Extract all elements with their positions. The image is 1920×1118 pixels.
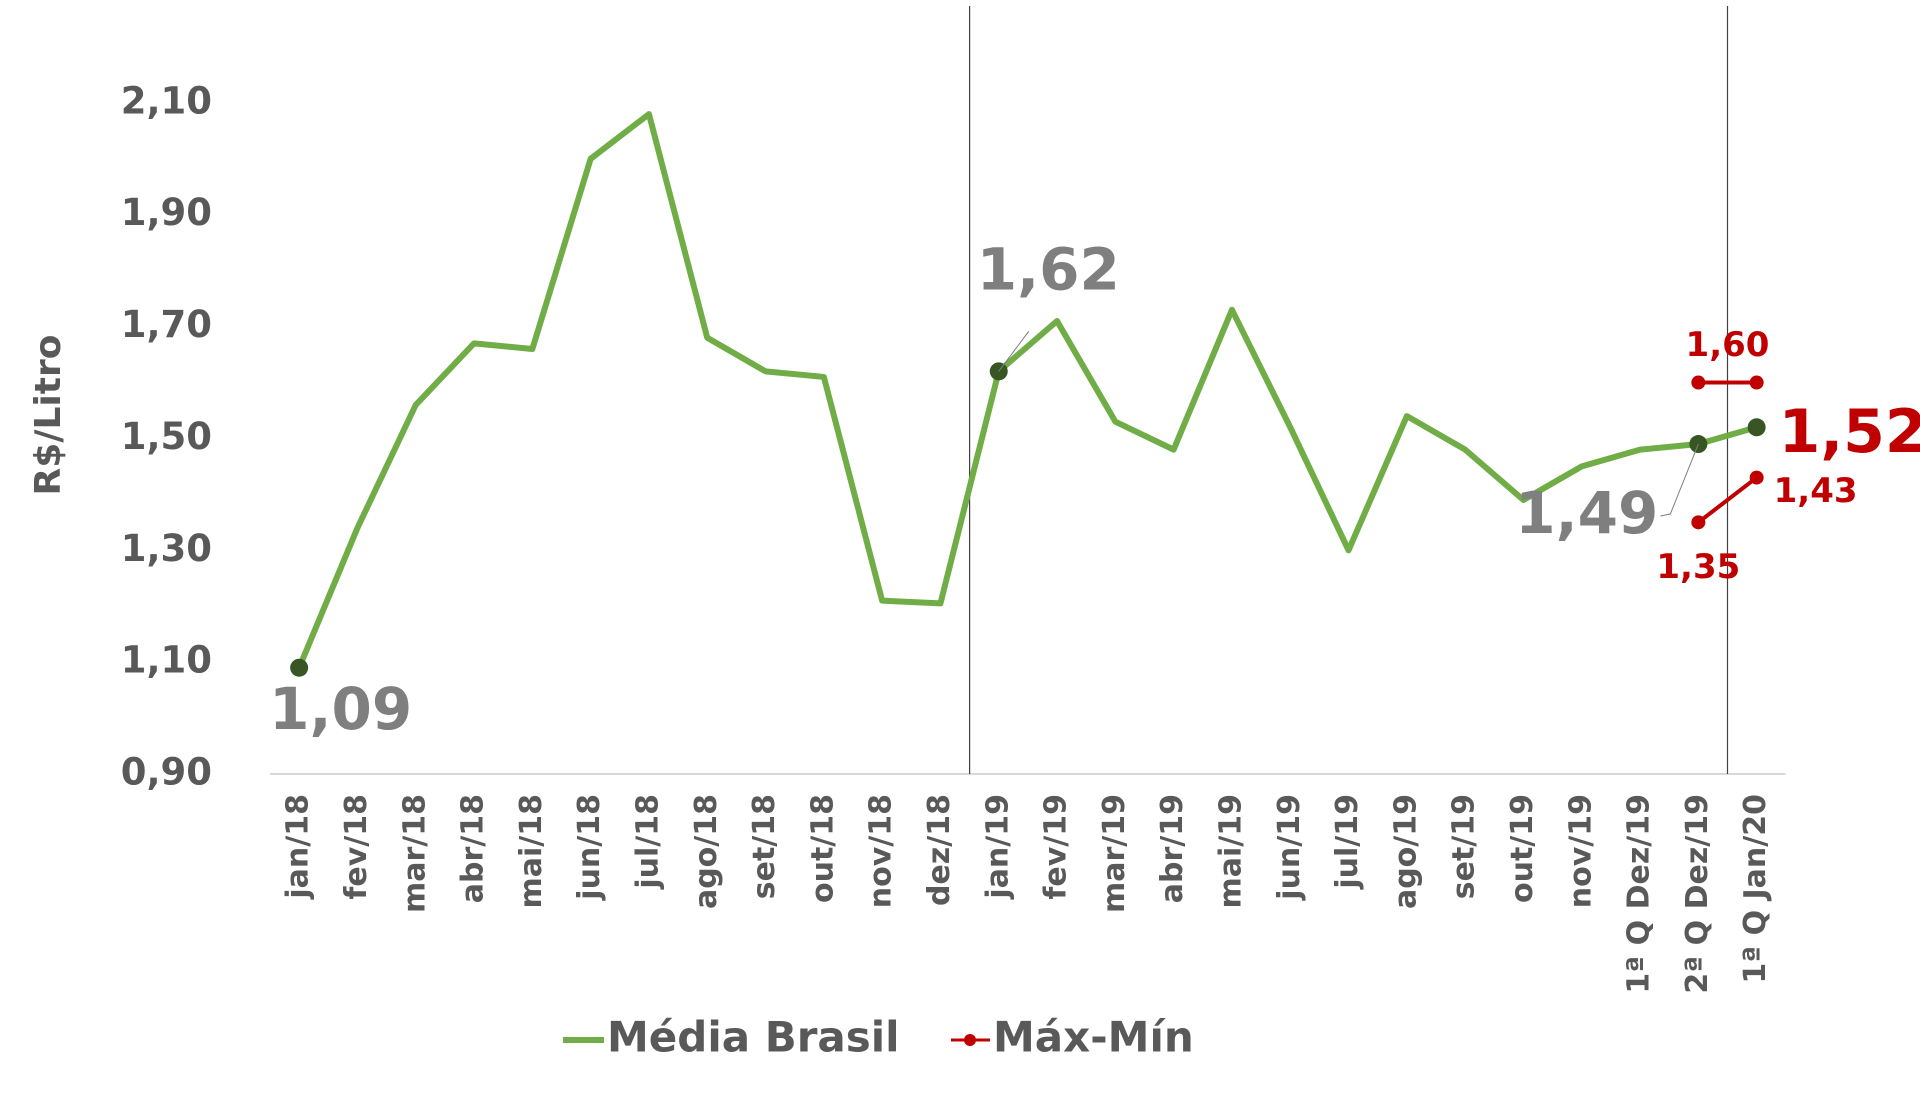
data-label: 1,62: [977, 235, 1120, 303]
range-marker: [1691, 375, 1706, 390]
data-label: 1,09: [269, 675, 412, 743]
x-tick-label: out/19: [1505, 794, 1540, 903]
x-tick-label: mar/19: [1097, 794, 1132, 913]
legend-label: Média Brasil: [607, 1013, 900, 1062]
x-tick-label: 2ª Q Dez/19: [1680, 794, 1715, 994]
x-tick-label: nov/18: [864, 794, 899, 908]
y-tick-label: 0,90: [121, 751, 212, 794]
x-tick-label: set/18: [747, 794, 782, 899]
leader-line: [998, 331, 1030, 372]
range-marker: [1749, 470, 1764, 485]
y-tick-label: 1,70: [121, 303, 212, 346]
range-line: [1697, 476, 1758, 524]
y-tick-label: 1,10: [121, 639, 212, 682]
x-tick-label: jul/19: [1330, 794, 1365, 890]
x-tick-label: abr/18: [456, 794, 491, 903]
data-label: 1,49: [1515, 479, 1658, 547]
range-label: 1,43: [1774, 471, 1858, 511]
x-tick-label: jan/18: [281, 794, 316, 900]
marker: [1747, 418, 1766, 437]
x-tick-label: ago/19: [1388, 794, 1423, 909]
line: [296, 111, 1758, 669]
x-tick-label: 1ª Q Dez/19: [1622, 794, 1657, 994]
y-tick-label: 1,30: [121, 527, 212, 570]
x-tick-label: mai/18: [514, 794, 549, 909]
y-axis-title: R$/Litro: [28, 335, 69, 496]
x-tick-label: fev/19: [1039, 794, 1074, 900]
x-tick-label: ago/18: [689, 794, 724, 909]
legend-swatch-marker: [964, 1034, 976, 1046]
x-tick-label: fev/18: [339, 794, 374, 900]
x-tick-label: jan/19: [980, 794, 1015, 900]
x-tick-label: abr/19: [1155, 794, 1190, 903]
marker: [290, 658, 309, 677]
x-tick-label: nov/19: [1563, 794, 1598, 908]
range-label: 1,35: [1656, 547, 1740, 587]
x-tick-label: out/18: [805, 794, 840, 903]
x-tick-label: set/19: [1447, 794, 1482, 899]
y-tick-label: 1,50: [121, 415, 212, 458]
range-marker: [1691, 515, 1706, 530]
legend-label: Máx-Mín: [993, 1013, 1194, 1062]
x-tick-label: jun/19: [1272, 794, 1307, 901]
y-tick-label: 2,10: [121, 79, 212, 122]
range-marker: [1749, 375, 1764, 390]
y-tick-label: 1,90: [121, 191, 212, 234]
x-tick-label: jun/18: [572, 794, 607, 901]
range-label: 1,60: [1686, 325, 1770, 365]
leader-line: [1660, 443, 1699, 517]
x-tick-label: jul/18: [630, 794, 665, 890]
x-tick-label: mai/19: [1213, 794, 1248, 909]
x-tick-label: 1ª Q Jan/20: [1738, 794, 1773, 984]
data-label: 1,52: [1779, 397, 1920, 467]
x-tick-label: dez/18: [922, 794, 957, 906]
x-tick-label: mar/18: [397, 794, 432, 913]
